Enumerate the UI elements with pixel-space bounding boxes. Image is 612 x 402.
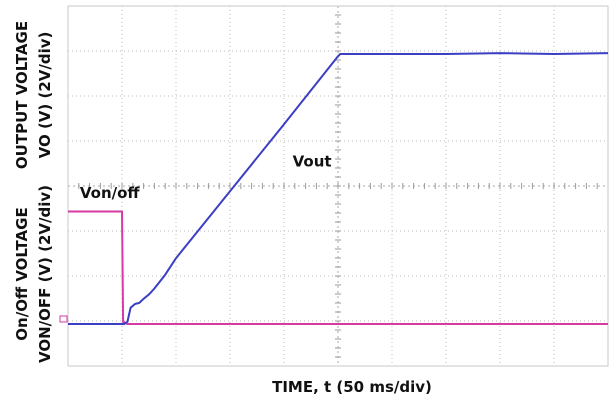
y-axis-title-top-line1: OUTPUT VOLTAGE <box>13 21 31 169</box>
y-axis-title-bottom-line1: On/Off VOLTAGE <box>13 207 31 340</box>
grid <box>67 5 609 367</box>
series-line-vout <box>68 52 609 325</box>
x-axis-title: TIME, t (50 ms/div) <box>272 378 432 396</box>
y-axis-title-top-line2: VO (V) (2V/div) <box>36 32 54 159</box>
ground-marker <box>59 315 68 323</box>
series <box>68 52 609 325</box>
series-line-von-off <box>68 210 608 325</box>
y-axis-title-bottom-line2: VON/OFF (V) (2V/div) <box>36 185 54 363</box>
trace-label-vout: Vout <box>293 153 332 171</box>
trace-label-vonoff: Von/off <box>80 184 141 202</box>
plot-frame <box>67 5 609 367</box>
